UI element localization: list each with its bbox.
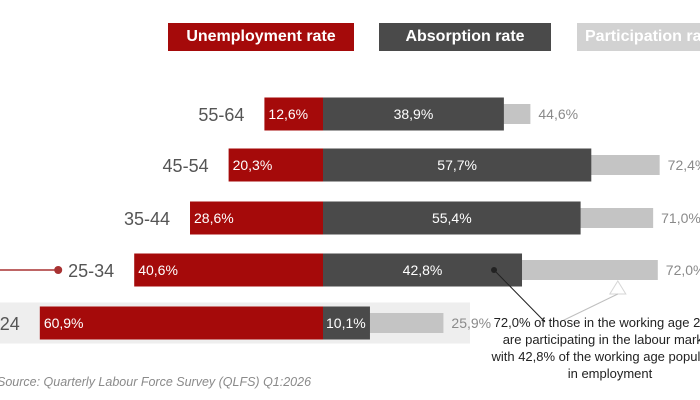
unemployment-bar xyxy=(39,306,323,340)
absorption-bar xyxy=(323,148,592,182)
participation-value-label: 71,0% xyxy=(661,210,700,226)
absorption-value-label: 42,8% xyxy=(403,262,443,278)
unemployment-value-label: 60,9% xyxy=(44,315,84,331)
unemployment-bar xyxy=(190,201,323,235)
chart-annotation: 72,0% of those in the working age 25-34 … xyxy=(491,315,700,381)
absorption-bar xyxy=(323,201,581,235)
legend-absorption-rate: Absorption rate xyxy=(379,23,551,51)
unemployment-bar xyxy=(134,253,323,287)
unemployment-value-label: 12,6% xyxy=(268,106,308,122)
legend-participation-rate: Participation rate xyxy=(577,23,700,51)
absorption-bar xyxy=(323,253,523,287)
highlight-marker-dot xyxy=(54,266,63,274)
unemployment-value-label: 20,3% xyxy=(233,157,273,173)
age-group-label: 25-34 xyxy=(68,261,114,281)
unemployment-bar xyxy=(264,97,323,131)
unemployment-value-label: 40,6% xyxy=(138,262,178,278)
participation-value-label: 72,4% xyxy=(668,157,700,173)
callout-line-absorption xyxy=(493,269,546,323)
callout-pointer-participation xyxy=(608,280,627,295)
participation-value-label: 25,9% xyxy=(451,315,491,331)
unemployment-value-label: 28,6% xyxy=(194,210,234,226)
age-group-label: 45-54 xyxy=(163,156,209,176)
legend-unemployment-rate: Unemployment rate xyxy=(168,23,354,51)
callout-line-participation xyxy=(559,293,619,323)
absorption-value-label: 57,7% xyxy=(437,157,477,173)
absorption-value-label: 55,4% xyxy=(432,210,472,226)
source-note: Source: Quarterly Labour Force Survey (Q… xyxy=(0,375,312,389)
participation-value-label: 44,6% xyxy=(538,106,578,122)
absorption-bar xyxy=(323,97,504,131)
age-group-label: 35-44 xyxy=(124,209,170,229)
absorption-value-label: 38,9% xyxy=(394,106,434,122)
age-group-label: 15-24 xyxy=(0,314,20,334)
unemployment-bar xyxy=(228,148,323,182)
absorption-bar xyxy=(323,306,370,340)
participation-value-label: 72,0% xyxy=(666,262,700,278)
age-group-label: 55-64 xyxy=(198,105,244,125)
absorption-value-label: 10,1% xyxy=(326,315,366,331)
